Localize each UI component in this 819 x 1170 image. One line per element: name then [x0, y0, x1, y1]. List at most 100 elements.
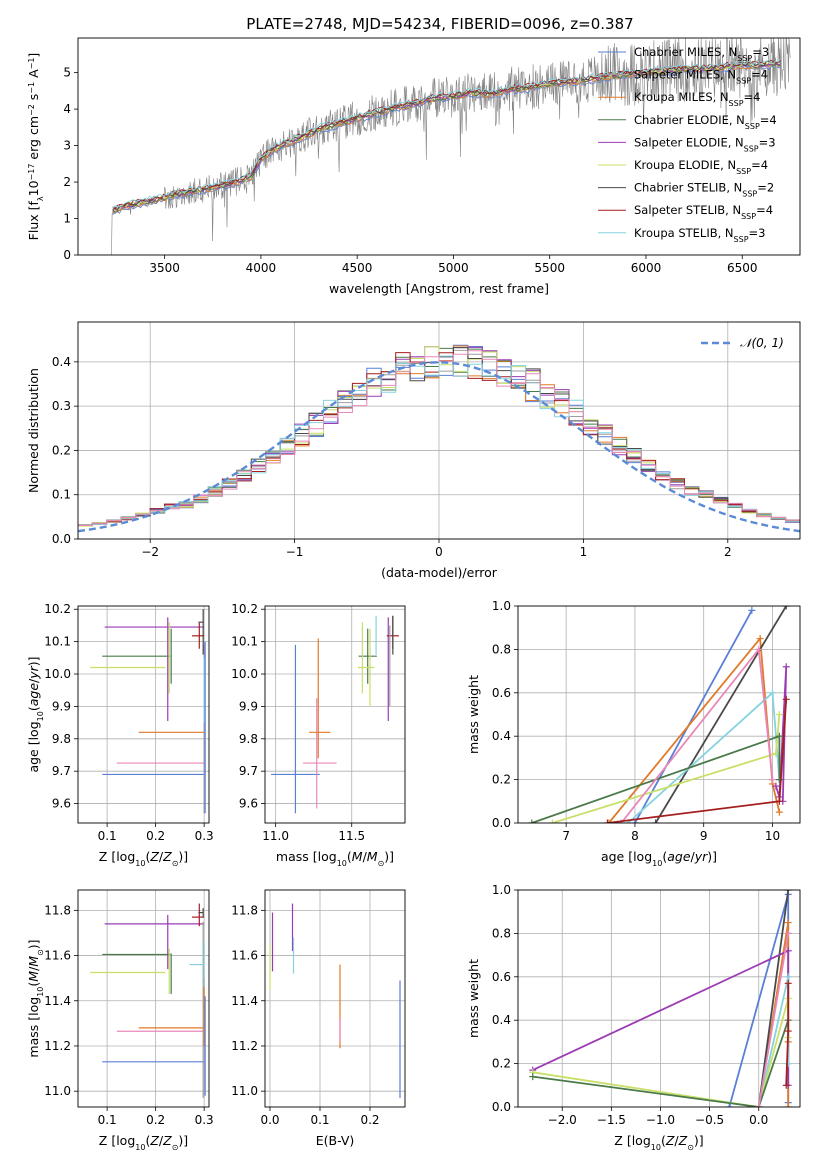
- panel-residuals: −2 −1 0 1 2 0.0 0.1 0.2 0.3 0.4 (data-model)/error…: [26, 321, 801, 580]
- weight-marker: [784, 929, 792, 937]
- x-tick-label: 0: [435, 545, 443, 559]
- weight-marker: [603, 819, 611, 823]
- y-tick-label: 11.6: [231, 949, 258, 963]
- axes-frame: [77, 889, 210, 1108]
- plot-area: [78, 890, 209, 1107]
- x-axis-label: Z [log10(Z/Z⊙)]: [99, 1133, 188, 1152]
- axes-frame: [77, 37, 801, 256]
- weight-series-line-7: [757, 933, 790, 1107]
- figure-title: PLATE=2748, MJD=54234, FIBERID=0096, z=0…: [246, 15, 633, 33]
- y-tick-label: 10.1: [44, 635, 71, 649]
- weight-marker: [784, 890, 792, 894]
- normal-curve-line: [78, 361, 800, 533]
- x-tick-label: 3500: [149, 261, 180, 275]
- y-tick-label: 5: [63, 66, 71, 80]
- axes-frame: [517, 605, 801, 824]
- x-tick-label: 5000: [438, 261, 469, 275]
- y-tick-label: 0.6: [492, 970, 511, 984]
- y-tick-label: 11.2: [231, 1039, 258, 1053]
- x-tick-label: −0.5: [695, 1113, 724, 1127]
- weight-series-line-6: [532, 1019, 790, 1107]
- x-tick-label: 11.0: [262, 829, 289, 843]
- y-tick-label: 0.3: [52, 399, 71, 413]
- weight-marker: [775, 711, 783, 718]
- legend-label: Chabrier ELODIE, NSSP=4: [634, 113, 777, 131]
- weight-marker: [528, 819, 536, 823]
- y-tick-label: 0.1: [52, 488, 71, 502]
- errorbar-point-0: [271, 644, 320, 814]
- errorbar-point-2: [309, 638, 331, 759]
- panel-mass_vs_Z: 0.1 0.2 0.3 11.0 11.2 11.4 11.6 11.8 Z [log10(Z/…: [26, 889, 214, 1152]
- plot-area: [265, 890, 405, 1107]
- model-line-8: [112, 58, 781, 209]
- x-axis-label: Z [log10(Z/Z⊙)]: [99, 849, 188, 868]
- x-tick-label: 11.5: [338, 829, 365, 843]
- errorbar-point-10: [198, 609, 204, 655]
- y-tick-label: 1: [63, 212, 71, 226]
- y-tick-label: 10.0: [44, 667, 71, 681]
- legend-label: Chabrier STELIB, NSSP=2: [634, 181, 774, 199]
- weight-marker: [768, 776, 776, 784]
- weight-marker: [782, 695, 790, 703]
- x-tick-label: 0.3: [195, 1113, 214, 1127]
- x-tick-label: 9: [700, 829, 708, 843]
- plot-area: [518, 606, 800, 823]
- y-tick-label: 2: [63, 175, 71, 189]
- weight-marker: [784, 979, 792, 987]
- weight-marker: [755, 1103, 763, 1107]
- x-tick-label: 8: [631, 829, 639, 843]
- x-tick-label: 2: [724, 545, 732, 559]
- axes-frame: [77, 605, 210, 824]
- y-tick-label: 9.7: [52, 764, 71, 778]
- weight-marker: [768, 689, 776, 697]
- y-tick-label: 10.2: [231, 602, 258, 616]
- y-tick-label: 3: [63, 139, 71, 153]
- panel-age_vs_mass: 11.0 11.5 9.6 9.7 9.8 9.9 10.0 10.1 10.2 mass [lo…: [231, 602, 406, 868]
- x-tick-label: −1: [286, 545, 304, 559]
- panel-age_vs_Z: 0.1 0.2 0.3 9.6 9.7 9.8 9.9 10.0 10.1 10.2 Z [log1…: [26, 602, 214, 867]
- weight-marker: [605, 819, 613, 823]
- x-axis-label: mass [log10(M/M⊙)]: [276, 849, 394, 868]
- y-tick-label: 11.6: [44, 949, 71, 963]
- axes-frame: [517, 889, 801, 1108]
- weight-series-line-2: [654, 606, 787, 823]
- x-tick-label: 6500: [727, 261, 758, 275]
- y-tick-label: 4: [63, 102, 71, 116]
- x-tick-label: 4000: [246, 261, 277, 275]
- y-tick-label: 10.0: [231, 667, 258, 681]
- y-axis-label: mass [log10(M/M⊙)]: [26, 939, 45, 1057]
- legend-label: Kroupa STELIB, NSSP=3: [634, 226, 765, 244]
- x-tick-label: −1.5: [597, 1113, 626, 1127]
- y-tick-label: 9.9: [52, 699, 71, 713]
- y-tick-label: 0.2: [52, 443, 71, 457]
- weight-marker: [784, 919, 792, 927]
- y-tick-label: 9.8: [239, 732, 258, 746]
- x-tick-label: 4500: [342, 261, 373, 275]
- y-axis-label: Flux [fλ10−17 erg cm−2 s−1 A−1]: [26, 53, 45, 241]
- y-tick-label: 0.4: [492, 1013, 511, 1027]
- legend-label: 𝒩(0, 1): [740, 336, 784, 350]
- x-axis-label: E(B-V): [316, 1133, 355, 1148]
- x-tick-label: −1.0: [646, 1113, 675, 1127]
- weight-marker: [784, 973, 792, 981]
- y-tick-label: 1.0: [492, 599, 511, 613]
- y-axis-label: mass weight: [466, 959, 481, 1038]
- y-tick-label: 0.2: [492, 1057, 511, 1071]
- x-tick-label: 5500: [534, 261, 565, 275]
- y-tick-label: 0.6: [492, 686, 511, 700]
- x-tick-label: 10: [765, 829, 780, 843]
- axes-frame: [264, 889, 406, 1108]
- x-axis-label: Z [log10(Z/Z⊙)]: [614, 1133, 703, 1152]
- weight-series-line-2: [757, 890, 790, 1107]
- plot-area: [518, 890, 800, 1107]
- y-tick-label: 11.4: [44, 994, 71, 1008]
- y-tick-label: 11.0: [231, 1084, 258, 1098]
- x-tick-label: 0.0: [260, 1113, 279, 1127]
- x-tick-label: 0.2: [146, 829, 165, 843]
- x-axis-label: age [log10(age/yr)]: [601, 849, 717, 868]
- y-tick-label: 10.1: [231, 635, 258, 649]
- weight-marker: [548, 819, 556, 823]
- y-tick-label: 0.8: [492, 642, 511, 656]
- y-axis-label: mass weight: [466, 675, 481, 754]
- plot-area: [78, 606, 209, 823]
